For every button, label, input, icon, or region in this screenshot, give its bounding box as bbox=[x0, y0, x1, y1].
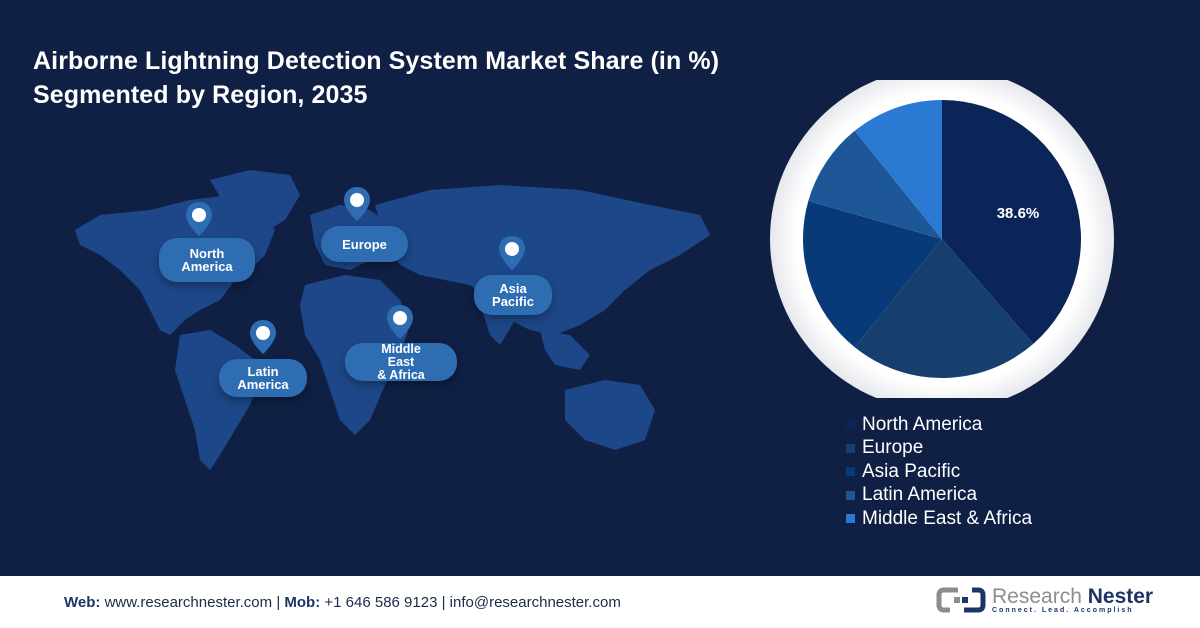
legend-item-asia-pacific: Asia Pacific bbox=[846, 460, 1032, 484]
greenland-landmass bbox=[210, 170, 300, 235]
pie-data-label: 38.6% bbox=[997, 205, 1040, 222]
legend-swatch bbox=[846, 467, 855, 477]
marker-label-latin-america: Latin America bbox=[219, 359, 307, 397]
location-pin-icon bbox=[186, 202, 212, 236]
legend-swatch bbox=[846, 514, 855, 524]
pie-chart: 38.6% bbox=[770, 80, 1114, 398]
pie-slice-latin-america bbox=[808, 130, 942, 239]
legend-swatch bbox=[846, 490, 855, 500]
contact-info: Web: www.researchnester.com | Mob: +1 64… bbox=[64, 594, 621, 611]
title-line-1: Airborne Lightning Detection System Mark… bbox=[33, 47, 720, 75]
location-pin-icon bbox=[499, 236, 525, 270]
marker-label-middle-east-africa: Middle East & Africa bbox=[345, 342, 457, 381]
page-title: Airborne Lightning Detection System Mark… bbox=[33, 44, 719, 112]
pie-slice-north-america bbox=[942, 100, 1081, 344]
research-nester-logo: Research Nester Connect. Lead. Accomplis… bbox=[936, 586, 1153, 614]
title-line-2: Segmented by Region, 2035 bbox=[33, 81, 368, 109]
footer: Web: www.researchnester.com | Mob: +1 64… bbox=[0, 576, 1200, 628]
location-pin-icon bbox=[344, 187, 370, 221]
legend-item-latin-america: Latin America bbox=[846, 484, 1032, 508]
location-pin-icon bbox=[250, 320, 276, 354]
australia-landmass bbox=[565, 380, 655, 450]
pie-slice-europe bbox=[854, 239, 1034, 378]
marker-label-europe: Europe bbox=[321, 226, 408, 262]
website-link[interactable]: www.researchnester.com bbox=[104, 594, 273, 611]
legend-item-north-america: North America bbox=[846, 413, 1032, 437]
marker-label-asia-pacific: Asia Pacific bbox=[474, 275, 552, 315]
chart-legend: North America Europe Asia Pacific Latin … bbox=[846, 413, 1032, 531]
legend-swatch bbox=[846, 420, 855, 430]
legend-item-europe: Europe bbox=[846, 437, 1032, 461]
pie-slice-asia-pacific bbox=[803, 201, 942, 348]
asia-landmass bbox=[375, 185, 710, 335]
location-pin-icon bbox=[387, 305, 413, 339]
email-link[interactable]: info@researchnester.com bbox=[449, 594, 621, 611]
pie-slices bbox=[803, 100, 1081, 378]
phone-number[interactable]: +1 646 586 9123 bbox=[324, 594, 438, 611]
legend-swatch bbox=[846, 443, 855, 453]
marker-label-north-america: North America bbox=[159, 238, 255, 282]
infographic-panel: Airborne Lightning Detection System Mark… bbox=[0, 0, 1200, 576]
logo-mark-icon bbox=[936, 587, 986, 613]
pie-slice-middle-east-africa bbox=[854, 100, 942, 239]
legend-item-middle-east-africa: Middle East & Africa bbox=[846, 507, 1032, 531]
se-asia-landmass bbox=[540, 330, 590, 370]
